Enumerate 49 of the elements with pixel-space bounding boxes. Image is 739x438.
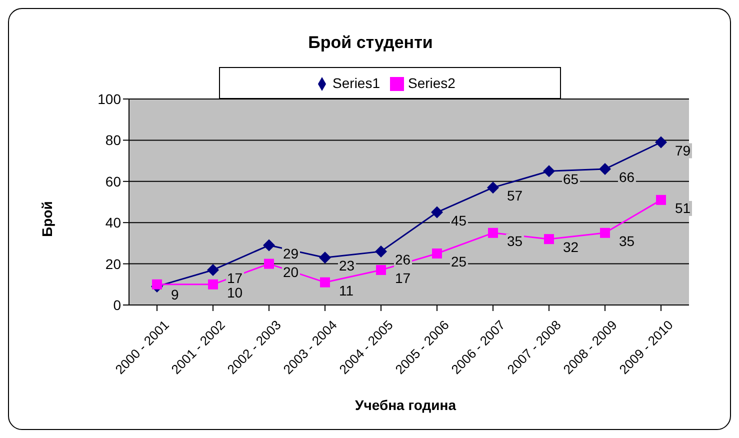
data-label: 10 — [227, 284, 243, 300]
chart-title: Брой студенти — [307, 33, 434, 53]
y-axis-title: Брой — [39, 201, 55, 237]
y-tick-label: 80 — [105, 132, 122, 148]
data-label: 45 — [451, 212, 467, 228]
point — [208, 279, 218, 290]
point — [320, 277, 330, 288]
data-label: 35 — [619, 232, 635, 249]
data-label: 29 — [283, 245, 299, 262]
data-label: 66 — [619, 169, 635, 186]
point — [152, 279, 162, 290]
point — [544, 234, 554, 244]
data-label: 26 — [395, 251, 411, 268]
point — [319, 252, 331, 264]
point — [432, 248, 442, 258]
point — [207, 264, 219, 276]
y-tick-label: 0 — [113, 296, 122, 313]
data-label: 51 — [675, 200, 691, 216]
data-label: 57 — [507, 188, 523, 204]
data-label: 79 — [675, 142, 691, 158]
legend-label: Series2 — [408, 75, 456, 91]
point — [487, 182, 499, 194]
data-label: 17 — [395, 270, 411, 286]
data-label: 11 — [339, 282, 354, 298]
point — [543, 165, 555, 178]
legend-label: Series1 — [332, 75, 380, 91]
data-label: 20 — [283, 264, 299, 280]
point — [655, 136, 667, 148]
point — [656, 194, 666, 205]
y-tick-label: 20 — [105, 256, 122, 272]
point — [375, 245, 387, 258]
data-label: 32 — [563, 239, 579, 256]
data-label: 35 — [507, 232, 523, 249]
point — [264, 258, 274, 269]
data-label: 9 — [171, 286, 179, 302]
point — [431, 206, 443, 218]
point — [376, 264, 386, 275]
data-label: 65 — [563, 171, 579, 188]
y-tick-label: 60 — [105, 173, 122, 190]
point — [600, 228, 610, 238]
point — [488, 228, 498, 238]
data-label: 25 — [451, 254, 467, 270]
point — [263, 239, 275, 252]
data-label: 23 — [339, 258, 355, 274]
point — [599, 163, 611, 176]
data-label: 17 — [227, 270, 243, 286]
x-axis-title: Учебна година — [354, 397, 458, 413]
y-tick-label: 40 — [105, 214, 122, 231]
y-tick-label: 100 — [98, 90, 122, 107]
